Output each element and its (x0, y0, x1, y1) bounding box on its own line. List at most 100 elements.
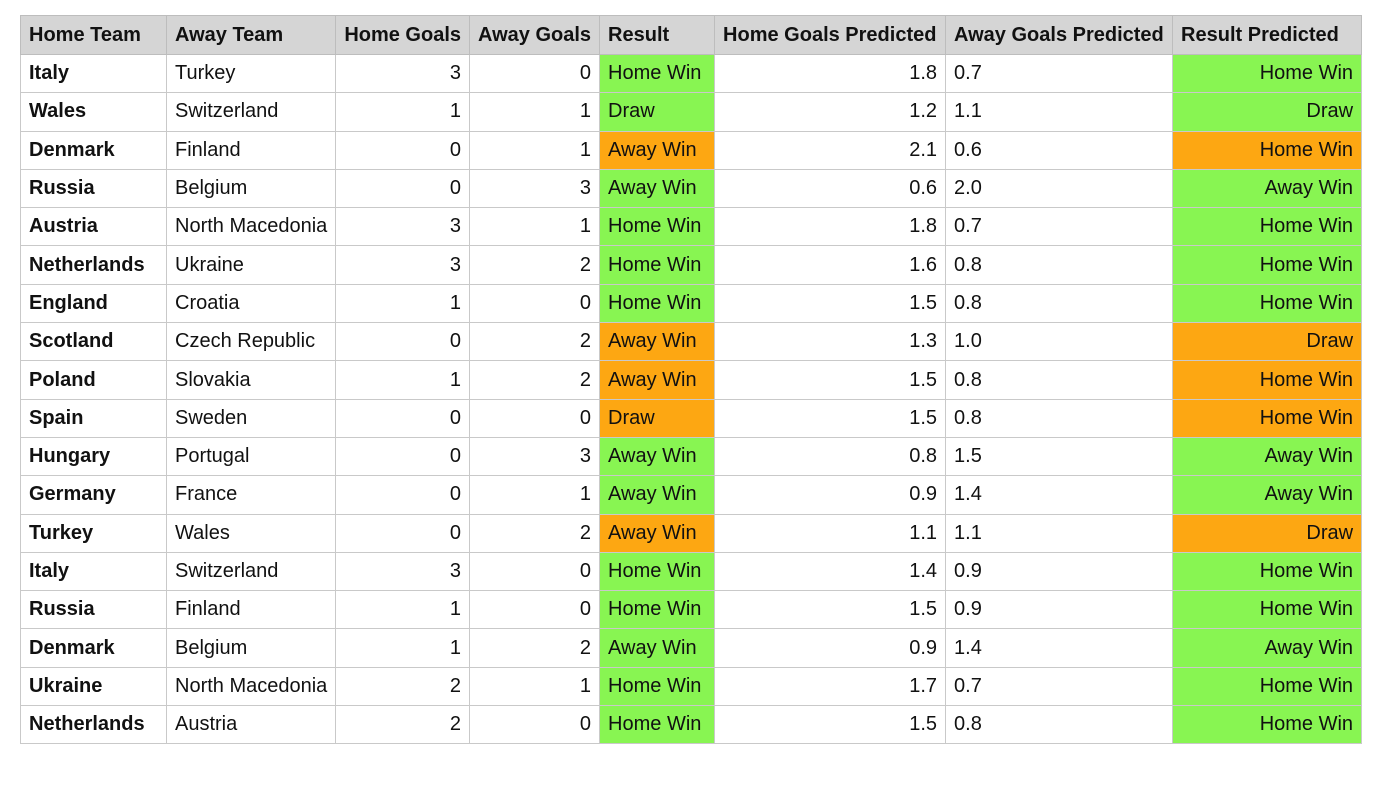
cell-away-team: Belgium (165, 168, 337, 209)
cell-result-predicted: Draw (1172, 513, 1363, 553)
table-row: Denmark Belgium 1 2 Away Win 0.9 1.4 Away Win (20, 628, 1363, 668)
table-row: England Croatia 1 0 Home Win 1.5 0.8 Home Win (20, 283, 1363, 324)
cell-result: Home Win (599, 666, 716, 707)
cell-result-predicted: Home Win (1172, 130, 1363, 170)
table-row: Spain Sweden 0 0 Draw 1.5 0.8 Home Win (20, 398, 1363, 438)
cell-home-goals: 1 (335, 283, 471, 324)
cell-away-goals: 1 (469, 475, 601, 515)
cell-away-team: France (165, 475, 337, 515)
cell-home-team: Hungary (20, 436, 167, 477)
cell-away-goals: 2 (469, 245, 601, 285)
cell-away-goals: 2 (469, 513, 601, 553)
cell-away-goals-predicted: 1.1 (945, 92, 1174, 132)
cell-home-goals: 0 (335, 130, 471, 170)
cell-result: Away Win (599, 436, 716, 477)
table-row: Russia Finland 1 0 Home Win 1.5 0.9 Home Win (20, 590, 1363, 630)
table-row: Netherlands Ukraine 3 2 Home Win 1.6 0.8 Home W… (20, 245, 1363, 285)
cell-result: Home Win (599, 283, 716, 324)
cell-home-goals-predicted: 1.7 (714, 666, 947, 707)
cell-result: Away Win (599, 322, 716, 362)
cell-away-team: Croatia (165, 283, 337, 324)
table-row: Netherlands Austria 2 0 Home Win 1.5 0.8 Home W… (20, 705, 1363, 745)
cell-away-goals-predicted: 0.7 (945, 53, 1174, 94)
cell-home-team: Scotland (20, 322, 167, 362)
cell-result-predicted: Away Win (1172, 628, 1363, 668)
cell-home-team: Ukraine (20, 666, 167, 707)
cell-result-predicted: Away Win (1172, 436, 1363, 477)
cell-away-goals-predicted: 2.0 (945, 168, 1174, 209)
table-row: Poland Slovakia 1 2 Away Win 1.5 0.8 Home Win (20, 360, 1363, 400)
cell-result: Away Win (599, 360, 716, 400)
cell-away-goals: 1 (469, 207, 601, 247)
table-row: Russia Belgium 0 3 Away Win 0.6 2.0 Away Win (20, 168, 1363, 209)
cell-result-predicted: Home Win (1172, 705, 1363, 745)
cell-result: Home Win (599, 590, 716, 630)
cell-home-goals: 0 (335, 168, 471, 209)
cell-away-goals: 2 (469, 322, 601, 362)
cell-home-team: Denmark (20, 130, 167, 170)
cell-home-goals-predicted: 2.1 (714, 130, 947, 170)
cell-home-goals-predicted: 0.8 (714, 436, 947, 477)
cell-away-goals-predicted: 0.8 (945, 245, 1174, 285)
cell-home-goals: 1 (335, 590, 471, 630)
cell-home-team: Poland (20, 360, 167, 400)
cell-away-team: Turkey (165, 53, 337, 94)
cell-result-predicted: Home Win (1172, 666, 1363, 707)
cell-home-team: England (20, 283, 167, 324)
cell-away-goals: 1 (469, 130, 601, 170)
cell-home-goals: 0 (335, 475, 471, 515)
cell-away-goals: 3 (469, 436, 601, 477)
cell-home-team: Denmark (20, 628, 167, 668)
table-row: Wales Switzerland 1 1 Draw 1.2 1.1 Draw (20, 92, 1363, 132)
cell-result-predicted: Draw (1172, 92, 1363, 132)
cell-away-goals: 0 (469, 398, 601, 438)
table-row: Austria North Macedonia 3 1 Home Win 1.8 0.7 Ho… (20, 207, 1363, 247)
cell-home-team: Russia (20, 168, 167, 209)
cell-away-goals-predicted: 1.4 (945, 475, 1174, 515)
cell-away-team: Finland (165, 130, 337, 170)
cell-result: Draw (599, 398, 716, 438)
cell-result: Home Win (599, 53, 716, 94)
cell-away-goals: 2 (469, 628, 601, 668)
cell-home-goals: 1 (335, 92, 471, 132)
cell-away-goals-predicted: 0.7 (945, 207, 1174, 247)
cell-result: Away Win (599, 130, 716, 170)
cell-home-goals: 0 (335, 513, 471, 553)
cell-away-team: Slovakia (165, 360, 337, 400)
cell-away-team: Switzerland (165, 551, 337, 592)
cell-away-goals-predicted: 0.9 (945, 590, 1174, 630)
cell-home-goals-predicted: 1.8 (714, 53, 947, 94)
header-away-goals: Away Goals (469, 15, 601, 55)
cell-home-goals-predicted: 1.2 (714, 92, 947, 132)
cell-away-goals-predicted: 0.8 (945, 705, 1174, 745)
cell-result: Away Win (599, 628, 716, 668)
cell-result-predicted: Home Win (1172, 245, 1363, 285)
cell-away-goals: 3 (469, 168, 601, 209)
cell-home-team: Netherlands (20, 705, 167, 745)
cell-away-team: Ukraine (165, 245, 337, 285)
cell-home-goals-predicted: 1.5 (714, 398, 947, 438)
cell-result-predicted: Home Win (1172, 551, 1363, 592)
cell-home-team: Turkey (20, 513, 167, 553)
cell-away-goals-predicted: 0.7 (945, 666, 1174, 707)
cell-away-goals-predicted: 1.0 (945, 322, 1174, 362)
cell-away-goals-predicted: 0.8 (945, 398, 1174, 438)
cell-home-goals-predicted: 1.1 (714, 513, 947, 553)
cell-home-goals-predicted: 0.9 (714, 628, 947, 668)
header-home-goals: Home Goals (335, 15, 471, 55)
cell-away-goals-predicted: 1.5 (945, 436, 1174, 477)
cell-home-goals: 1 (335, 360, 471, 400)
header-result: Result (599, 15, 716, 55)
cell-home-goals-predicted: 1.8 (714, 207, 947, 247)
cell-result-predicted: Home Win (1172, 590, 1363, 630)
cell-home-team: Netherlands (20, 245, 167, 285)
cell-away-goals-predicted: 1.1 (945, 513, 1174, 553)
table-row: Italy Turkey 3 0 Home Win 1.8 0.7 Home Win (20, 53, 1363, 94)
cell-result-predicted: Away Win (1172, 168, 1363, 209)
cell-result-predicted: Home Win (1172, 283, 1363, 324)
cell-home-goals: 0 (335, 398, 471, 438)
cell-away-goals-predicted: 0.9 (945, 551, 1174, 592)
header-away-team: Away Team (165, 15, 337, 55)
cell-away-team: North Macedonia (165, 207, 337, 247)
cell-home-goals: 3 (335, 53, 471, 94)
